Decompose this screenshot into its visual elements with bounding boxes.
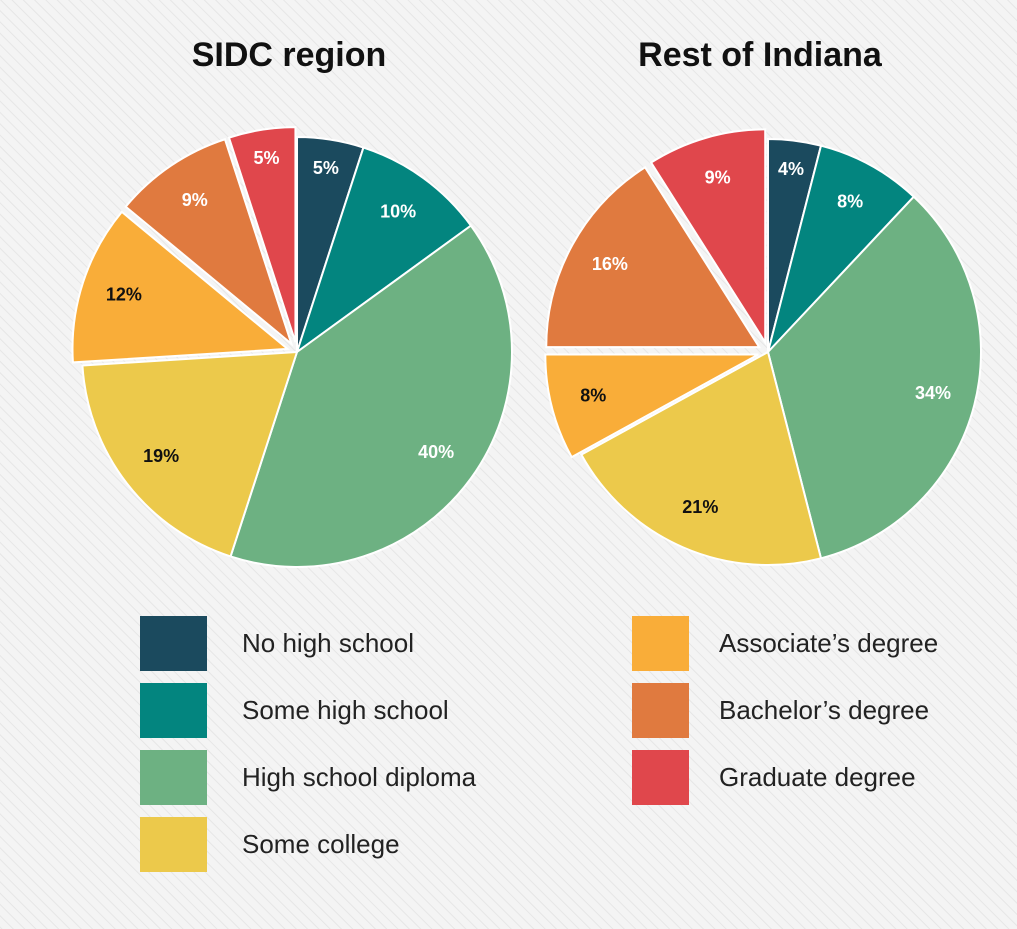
data-label: 8% [580, 386, 606, 406]
pie-slice [579, 350, 823, 566]
legend-swatch [140, 817, 207, 872]
legend-label: Some high school [242, 695, 449, 725]
legend-swatch [632, 683, 689, 738]
pie-slice [766, 195, 982, 560]
legend-label: Associate’s degree [719, 628, 938, 658]
data-label: 5% [313, 158, 339, 178]
legend-label: Some college [242, 829, 400, 859]
data-label: 8% [837, 191, 863, 211]
legend-label: Graduate degree [719, 762, 916, 792]
legend-swatch [632, 616, 689, 671]
data-label: 16% [592, 254, 628, 274]
pie-slice [229, 224, 513, 568]
chart-title: SIDC region [192, 36, 387, 74]
data-label: 21% [682, 497, 718, 517]
data-label: 4% [778, 159, 804, 179]
legend-swatch [140, 683, 207, 738]
pie-slice [545, 165, 762, 349]
chart-title: Rest of Indiana [638, 36, 883, 74]
data-label: 9% [705, 168, 731, 188]
data-label: 34% [915, 383, 951, 403]
data-label: 9% [182, 190, 208, 210]
legend-swatch [632, 750, 689, 805]
legend-swatch [140, 750, 207, 805]
data-label: 19% [143, 446, 179, 466]
data-label: 40% [418, 442, 454, 462]
data-label: 10% [380, 202, 416, 222]
legend-label: Bachelor’s degree [719, 695, 929, 725]
legend-label: High school diploma [242, 762, 477, 792]
data-label: 12% [106, 285, 142, 305]
pie-slice [295, 146, 473, 355]
pie-slice [544, 353, 759, 459]
data-label: 5% [254, 148, 280, 168]
pie-slice [71, 210, 291, 364]
pie-slice [81, 350, 299, 558]
pie-slice [227, 126, 297, 343]
legend-swatch [140, 616, 207, 671]
pie-slice [649, 128, 767, 346]
pie-slice [767, 144, 916, 353]
legend-label: No high school [242, 628, 414, 658]
pie-slice [124, 137, 294, 347]
